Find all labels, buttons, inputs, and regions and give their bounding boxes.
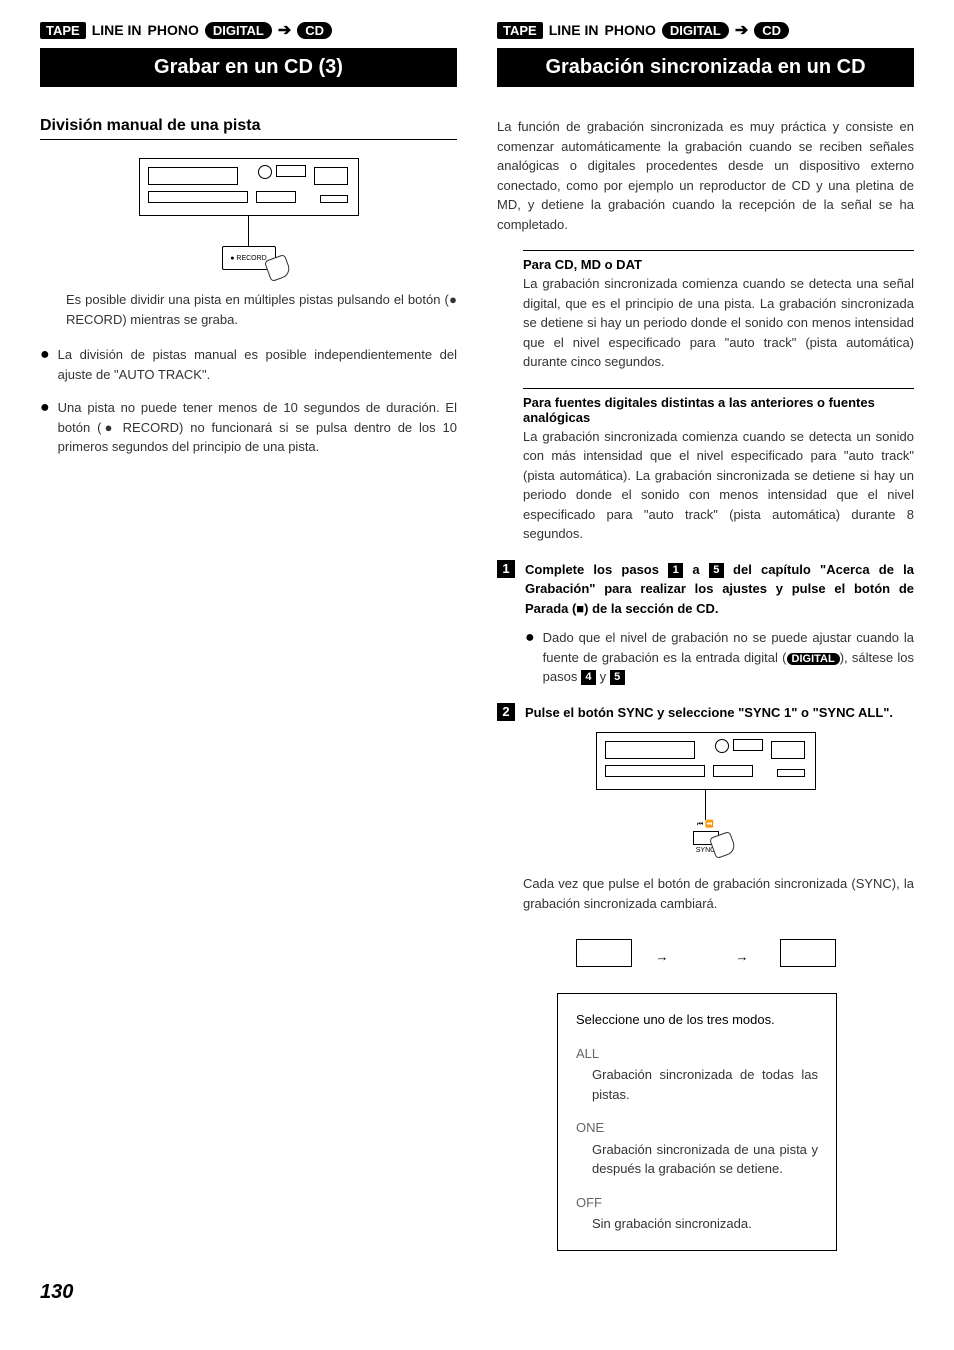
inline-num-5: 5	[709, 563, 724, 578]
left-subhead: División manual de una pista	[40, 117, 457, 140]
sec1-head: Para CD, MD o DAT	[523, 257, 914, 272]
digital-badge: DIGITAL	[205, 22, 272, 39]
source-bar-left: TAPE LINE IN PHONO DIGITAL ➔ CD	[40, 20, 457, 40]
right-title: Grabación sincronizada en un CD	[497, 48, 914, 87]
right-intro: La función de grabación sincronizada es …	[497, 117, 914, 234]
cd-badge: CD	[297, 22, 332, 39]
cd-badge: CD	[754, 22, 789, 39]
inline-num-1: 1	[668, 563, 683, 578]
mode-off-desc: Sin grabación sincronizada.	[576, 1214, 818, 1234]
page-number: 130	[40, 1281, 914, 1304]
phono-label: PHONO	[148, 22, 199, 38]
bullet-text: Una pista no puede tener menos de 10 seg…	[58, 398, 457, 457]
step-number-2: 2	[497, 703, 515, 721]
tape-badge: TAPE	[40, 22, 86, 39]
digital-inline-badge: DIGITAL	[787, 653, 840, 665]
cycle-diagram: → →	[576, 933, 836, 973]
cycle-arrow-icon: →	[736, 949, 749, 964]
bullet-dot-icon: ●	[40, 345, 50, 384]
sync-button-diagram: ⏮ ⏪ SYNC	[596, 820, 816, 854]
cycle-arrow-icon: →	[656, 949, 669, 964]
device-diagram-right: ⏮ ⏪ SYNC	[596, 732, 816, 854]
mode-one-desc: Grabación sincronizada de una pista y de…	[576, 1140, 818, 1179]
arrow-icon: ➔	[735, 20, 748, 40]
mode-intro: Seleccione uno de los tres modos.	[576, 1010, 818, 1030]
record-button-diagram: ● RECORD	[222, 246, 276, 270]
sync-caption: Cada vez que pulse el botón de grabación…	[497, 874, 914, 913]
step-1-text: Complete los pasos 1 a 5 del capítulo "A…	[525, 560, 914, 619]
bullet-item: ● Una pista no puede tener menos de 10 s…	[40, 398, 457, 457]
mode-selection-box: Seleccione uno de los tres modos. ALL Gr…	[557, 993, 837, 1251]
sec2-head: Para fuentes digitales distintas a las a…	[523, 395, 914, 425]
sec1-body: La grabación sincronizada comienza cuand…	[523, 274, 914, 372]
bullet-dot-icon: ●	[525, 628, 535, 687]
device-diagram-left: ● RECORD	[139, 158, 359, 270]
step-1-bullet: ● Dado que el nivel de grabación no se p…	[497, 628, 914, 687]
line-in-label: LINE IN	[92, 22, 142, 38]
bullet-item: ● La división de pistas manual es posibl…	[40, 345, 457, 384]
inline-num-5b: 5	[610, 670, 625, 685]
step-1: 1 Complete los pasos 1 a 5 del capítulo …	[497, 560, 914, 619]
source-bar-right: TAPE LINE IN PHONO DIGITAL ➔ CD	[497, 20, 914, 40]
mode-off-title: OFF	[576, 1193, 818, 1213]
sec2-body: La grabación sincronizada comienza cuand…	[523, 427, 914, 544]
digital-badge: DIGITAL	[662, 22, 729, 39]
mode-all-desc: Grabación sincronizada de todas las pist…	[576, 1065, 818, 1104]
bullet-text: La división de pistas manual es posible …	[58, 345, 457, 384]
line-in-label: LINE IN	[549, 22, 599, 38]
left-title: Grabar en un CD (3)	[40, 48, 457, 87]
arrow-icon: ➔	[278, 20, 291, 40]
left-intro: Es posible dividir una pista en múltiple…	[40, 290, 457, 329]
step-2: 2 Pulse el botón SYNC y seleccione "SYNC…	[497, 703, 914, 723]
step-number-1: 1	[497, 560, 515, 578]
mode-one-title: ONE	[576, 1118, 818, 1138]
step-1-bullet-text: Dado que el nivel de grabación no se pue…	[543, 628, 914, 687]
phono-label: PHONO	[605, 22, 656, 38]
inline-num-4: 4	[581, 670, 596, 685]
step-2-text: Pulse el botón SYNC y seleccione "SYNC 1…	[525, 703, 914, 723]
mode-all-title: ALL	[576, 1044, 818, 1064]
tape-badge: TAPE	[497, 22, 543, 39]
bullet-dot-icon: ●	[40, 398, 50, 457]
